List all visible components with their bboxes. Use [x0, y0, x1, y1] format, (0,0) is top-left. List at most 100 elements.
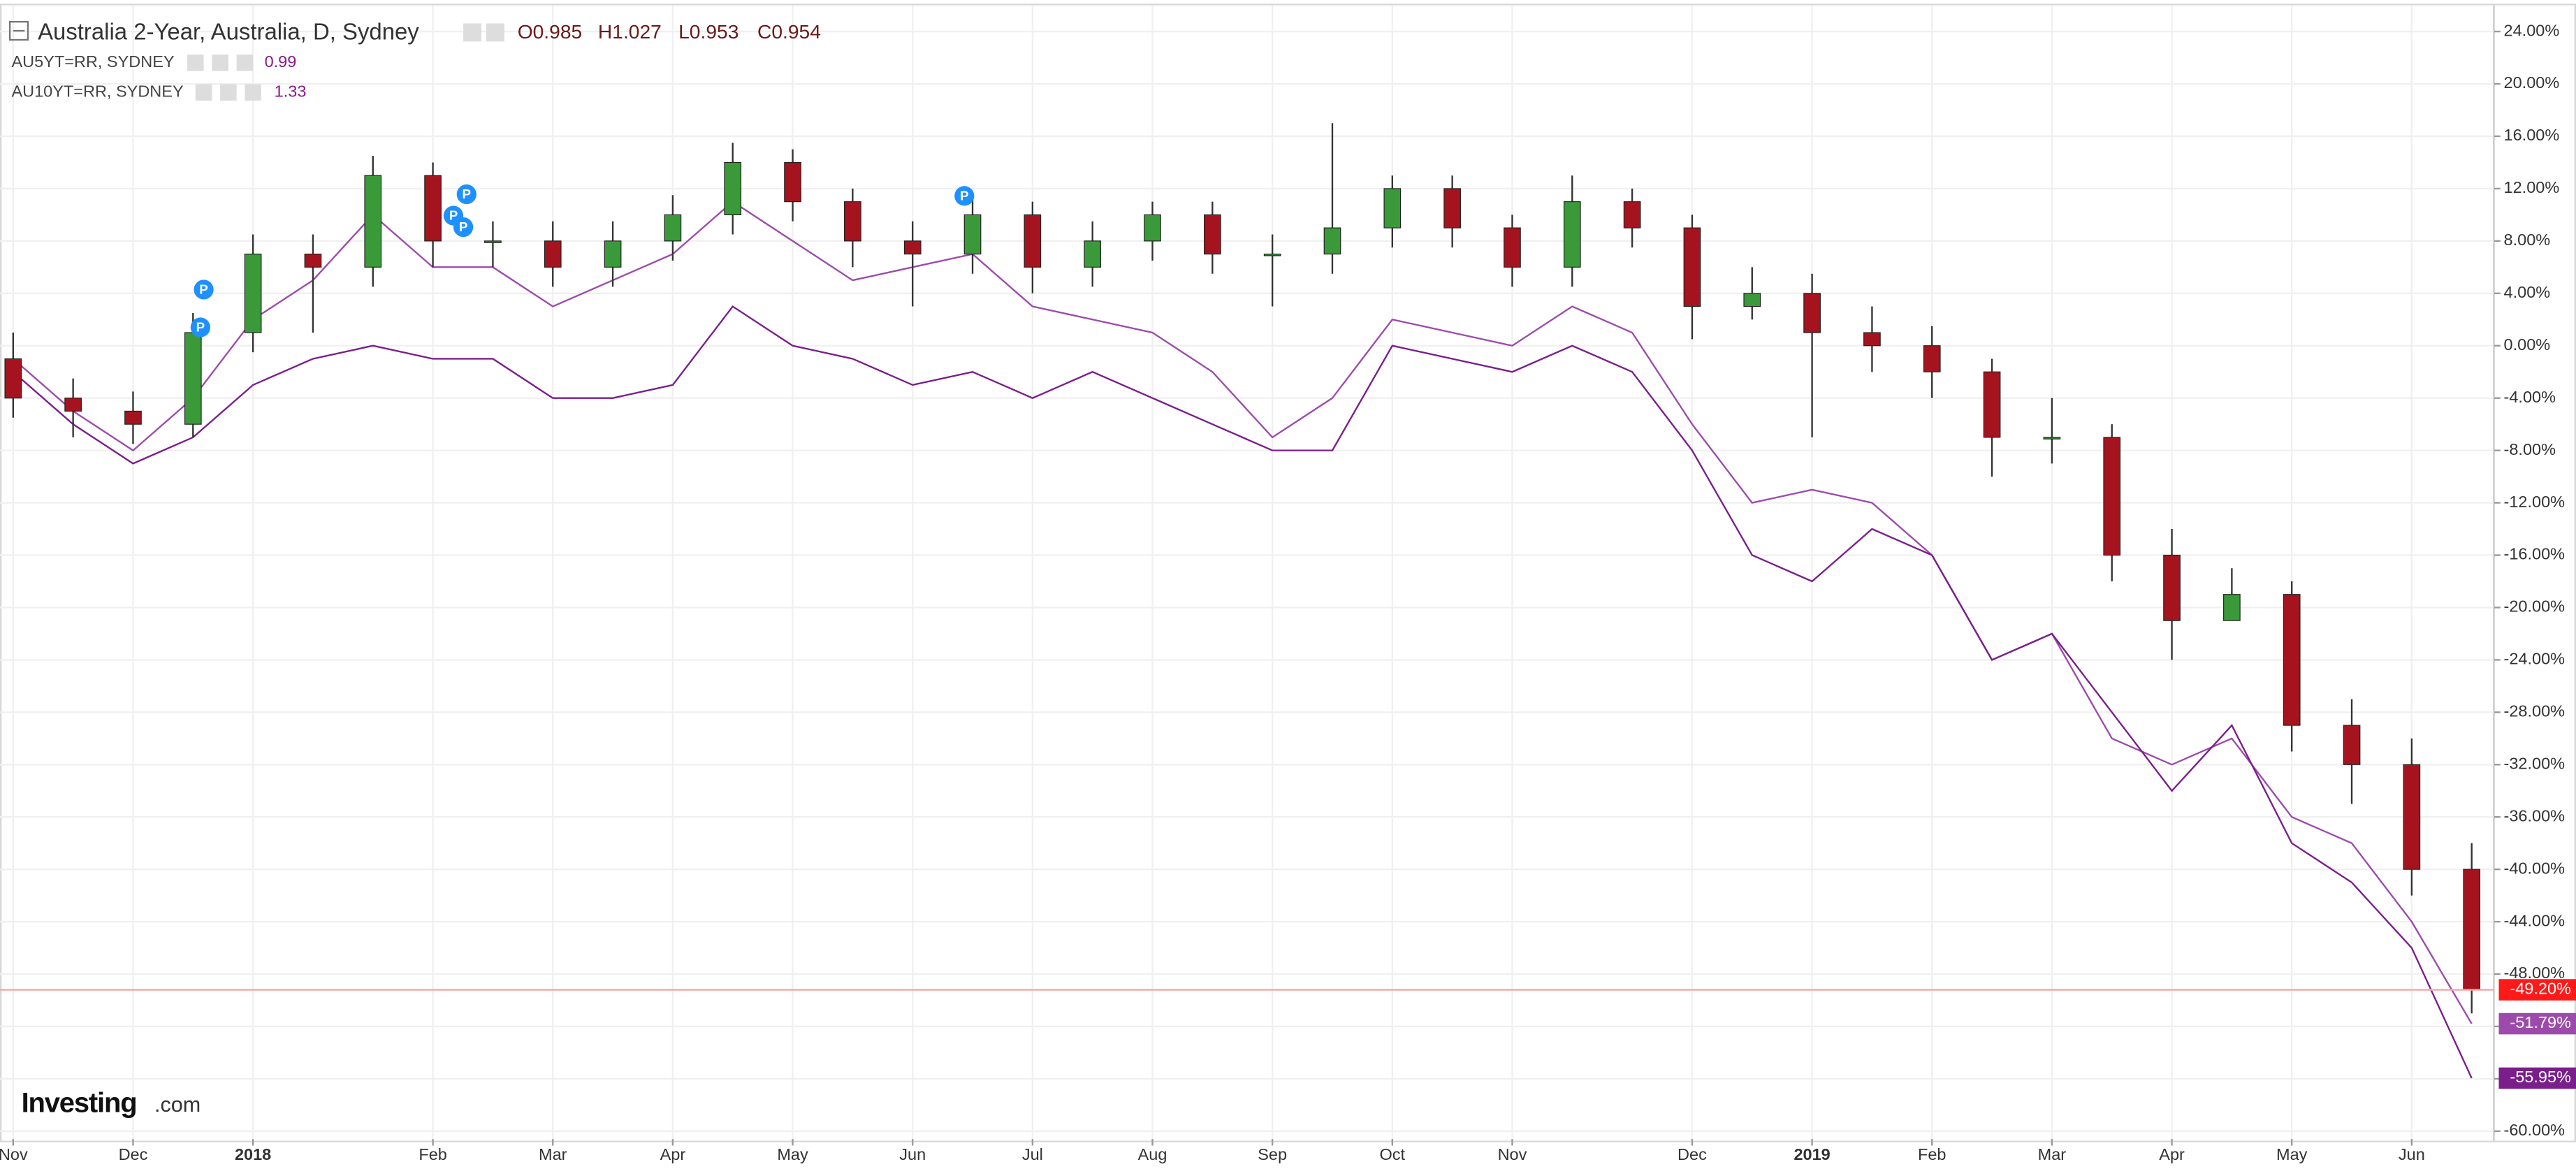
x-tick-label: Nov	[1498, 1145, 1527, 1163]
x-tick-label: Jun	[899, 1145, 926, 1163]
x-tick-label: Feb	[1918, 1145, 1946, 1163]
collapse-button[interactable]	[8, 20, 29, 41]
y-tick-label: 12.00%	[2504, 178, 2560, 196]
y-tick-label: -24.00%	[2504, 650, 2566, 668]
settings-button[interactable]	[187, 55, 204, 71]
legend-value: 1.33	[275, 82, 307, 100]
x-tick-label: May	[2276, 1145, 2308, 1163]
event-marker-label: P	[196, 320, 205, 335]
candle-body	[424, 175, 442, 242]
event-marker-label: P	[199, 282, 208, 297]
y-tick-label: 8.00%	[2504, 231, 2551, 249]
candle-body	[1563, 201, 1581, 268]
candle-body	[184, 332, 202, 425]
candle-body	[844, 201, 861, 242]
y-tick-label: -36.00%	[2504, 806, 2566, 825]
x-tick-label: Oct	[1380, 1145, 1406, 1163]
candle-body	[604, 240, 622, 268]
x-tick-label: Mar	[2038, 1145, 2067, 1163]
series-line	[13, 201, 2473, 1024]
candle-body	[1683, 227, 1701, 307]
x-tick-label: Sep	[1258, 1145, 1287, 1163]
ohlc-open: O0.985	[518, 20, 583, 43]
legend-label: AU5YT=RR, SYDNEY	[11, 52, 174, 71]
candle-body	[1323, 227, 1341, 255]
settings-button[interactable]	[220, 84, 237, 101]
y-tick-label: -32.00%	[2504, 754, 2566, 772]
event-marker[interactable]	[190, 317, 210, 337]
candle-body	[2283, 594, 2301, 726]
candle-body	[1024, 214, 1042, 268]
event-marker[interactable]	[456, 184, 476, 205]
close-button[interactable]	[245, 84, 261, 101]
price-tag	[2498, 1067, 2576, 1089]
x-tick-label: May	[777, 1145, 808, 1163]
event-marker-label: P	[459, 219, 468, 234]
y-tick-label: -16.00%	[2504, 545, 2566, 563]
price-tag-label: -55.95%	[2510, 1068, 2571, 1086]
candle-body	[244, 254, 262, 333]
candle-body	[2163, 554, 2181, 621]
candle-body	[903, 240, 922, 255]
x-tick-label: Jun	[2399, 1145, 2425, 1163]
legend-label: AU10YT=RR, SYDNEY	[11, 82, 184, 100]
candle-body	[64, 398, 82, 412]
y-tick-label: -44.00%	[2504, 911, 2566, 929]
brand-suffix: .com	[154, 1093, 201, 1117]
axis-labels: 24.00% 20.00% 16.00% 12.00% 8.00% 4.00% 0.00% -…	[0, 21, 2576, 1163]
candle-body	[1084, 240, 1102, 268]
candle-body	[2403, 764, 2421, 870]
series-line	[13, 305, 2473, 1079]
candle-body	[1263, 254, 1281, 256]
candle-body	[1443, 188, 1461, 228]
y-tick-label: -12.00%	[2504, 493, 2566, 511]
legend-value: 0.99	[265, 52, 297, 71]
candle-body	[2463, 869, 2481, 991]
settings-button[interactable]	[212, 55, 228, 71]
grid	[0, 5, 2494, 1140]
price-tag-label: -49.20%	[2510, 980, 2571, 998]
y-tick-label: -20.00%	[2504, 597, 2566, 616]
candle-body	[1623, 201, 1641, 228]
candle-body	[1383, 188, 1402, 228]
price-tag-label: -51.79%	[2510, 1013, 2571, 1031]
candle-body	[1144, 214, 1161, 242]
candle-body	[724, 161, 742, 215]
price-tag	[2498, 1012, 2576, 1035]
ohlc-low: L0.953	[678, 20, 738, 43]
candle-body	[1803, 293, 1821, 333]
ohlc-high: H1.027	[598, 20, 662, 43]
y-tick-label: 4.00%	[2504, 283, 2551, 301]
ohlc-close: C0.954	[757, 20, 821, 43]
y-tick-label: 24.00%	[2504, 21, 2560, 39]
candle-body	[124, 410, 142, 425]
candle-body	[544, 240, 562, 268]
event-marker[interactable]	[954, 186, 975, 206]
event-marker-label: P	[960, 189, 969, 203]
event-marker[interactable]	[194, 279, 214, 300]
candle-body	[784, 161, 801, 203]
x-tick-label: Nov	[0, 1145, 28, 1163]
y-tick-label: -8.00%	[2504, 440, 2556, 458]
candle-body	[664, 214, 682, 242]
candle-body	[2043, 437, 2061, 440]
event-marker[interactable]	[453, 217, 474, 238]
x-tick-label: 2018	[235, 1145, 271, 1163]
candle-body	[1863, 332, 1881, 347]
candle-body	[2343, 725, 2361, 765]
legend: Australia 2-Year, Australia, D, Sydney O…	[8, 18, 821, 101]
candle-body	[1743, 293, 1761, 307]
close-button[interactable]	[236, 55, 254, 71]
settings-button[interactable]	[463, 23, 481, 42]
y-tick-label: -60.00%	[2504, 1121, 2566, 1139]
settings-button[interactable]	[486, 23, 504, 42]
x-tick-label: Dec	[1678, 1145, 1707, 1163]
frame	[0, 3, 2576, 1142]
y-tick-label: -40.00%	[2504, 859, 2566, 877]
candle-body	[1923, 345, 1941, 372]
settings-button[interactable]	[195, 84, 212, 101]
event-marker-label: P	[449, 208, 458, 223]
